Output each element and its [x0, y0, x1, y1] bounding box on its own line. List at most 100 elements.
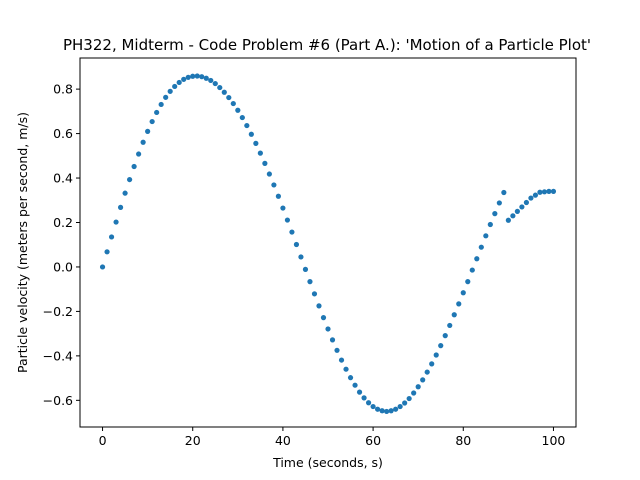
- data-point: [438, 343, 444, 349]
- data-point: [217, 84, 223, 91]
- y-tick-label: −0.4: [43, 348, 73, 363]
- data-point: [136, 151, 142, 157]
- data-point: [532, 192, 539, 198]
- y-tick-label: −0.6: [43, 393, 73, 408]
- x-tick-label: 0: [99, 433, 107, 448]
- data-point: [325, 326, 331, 332]
- data-point: [266, 171, 272, 177]
- data-point: [230, 100, 236, 107]
- y-tick-label: 0.6: [53, 126, 73, 141]
- data-point: [307, 279, 313, 285]
- data-point: [154, 109, 160, 116]
- data-point: [519, 204, 525, 210]
- data-point: [221, 89, 227, 95]
- data-point: [541, 189, 548, 195]
- data-point: [496, 200, 502, 206]
- data-point: [113, 219, 119, 225]
- data-point: [546, 188, 552, 194]
- data-point: [397, 403, 403, 410]
- data-point: [451, 312, 457, 318]
- data-point: [131, 163, 137, 170]
- y-axis-label: Particle velocity (meters per second, m/…: [15, 112, 30, 373]
- data-point: [505, 217, 511, 223]
- data-point: [334, 347, 340, 353]
- data-point: [284, 217, 291, 223]
- data-point: [487, 221, 493, 228]
- data-point: [145, 128, 151, 134]
- data-point: [181, 76, 187, 82]
- data-point: [239, 114, 245, 121]
- data-point: [447, 322, 453, 329]
- data-point: [190, 73, 196, 79]
- y-axis-ticks: −0.6 −0.4 −0.2 0.0 0.2 0.4 0.6 0.8: [43, 82, 80, 408]
- data-point: [172, 83, 178, 90]
- data-point: [275, 193, 281, 199]
- x-axis-label: Time (seconds, s): [272, 455, 383, 470]
- data-point: [361, 395, 367, 401]
- data-point: [492, 211, 498, 217]
- data-point: [528, 195, 534, 201]
- data-point: [460, 290, 466, 296]
- data-point: [176, 79, 182, 86]
- y-tick-label: 0.2: [53, 215, 73, 230]
- x-tick-label: 40: [275, 433, 291, 448]
- data-point: [311, 291, 318, 297]
- chart-title: PH322, Midterm - Code Problem #6 (Part A…: [63, 36, 591, 54]
- data-point: [257, 150, 263, 156]
- data-point: [194, 73, 200, 79]
- data-point: [280, 205, 286, 211]
- data-point: [248, 131, 254, 137]
- data-point: [365, 400, 372, 406]
- data-point: [235, 107, 241, 113]
- data-point: [379, 408, 385, 414]
- data-point: [474, 256, 480, 262]
- data-point: [253, 140, 259, 146]
- data-point: [316, 303, 322, 309]
- data-point: [478, 244, 484, 250]
- data-point: [501, 189, 507, 196]
- data-point: [370, 403, 376, 410]
- data-point: [199, 74, 205, 80]
- data-point: [388, 408, 394, 414]
- data-point: [127, 176, 133, 183]
- data-point: [289, 229, 295, 235]
- data-point: [420, 377, 426, 383]
- data-point: [104, 249, 110, 255]
- data-point: [140, 139, 146, 145]
- data-point: [352, 382, 358, 388]
- data-point: [384, 408, 390, 415]
- data-point: [523, 199, 530, 206]
- data-point: [347, 375, 354, 381]
- data-point: [293, 241, 300, 248]
- data-point: [99, 264, 106, 270]
- data-point: [415, 384, 421, 390]
- data-point: [271, 182, 277, 188]
- data-point: [402, 400, 408, 406]
- data-point: [163, 94, 169, 100]
- data-point: [429, 361, 435, 367]
- data-points: [99, 73, 557, 415]
- plot-frame: [79, 57, 577, 428]
- x-tick-label: 80: [455, 433, 471, 448]
- data-point: [550, 188, 557, 194]
- data-point: [158, 101, 164, 108]
- x-axis-ticks: 0 20 40 60 80 100: [99, 427, 565, 448]
- data-point: [212, 80, 218, 87]
- data-point: [465, 279, 471, 285]
- data-point: [343, 366, 349, 372]
- data-point: [393, 406, 399, 412]
- data-point: [167, 88, 173, 94]
- data-point: [108, 234, 115, 240]
- data-point: [483, 233, 489, 239]
- data-point: [424, 369, 430, 375]
- y-tick-label: 0.8: [53, 82, 73, 97]
- data-point: [375, 406, 381, 412]
- data-point: [329, 337, 336, 343]
- data-point: [356, 389, 363, 395]
- data-point: [456, 301, 462, 307]
- data-point: [469, 267, 475, 273]
- data-point: [411, 390, 417, 396]
- data-point: [262, 160, 268, 166]
- data-point: [117, 204, 124, 210]
